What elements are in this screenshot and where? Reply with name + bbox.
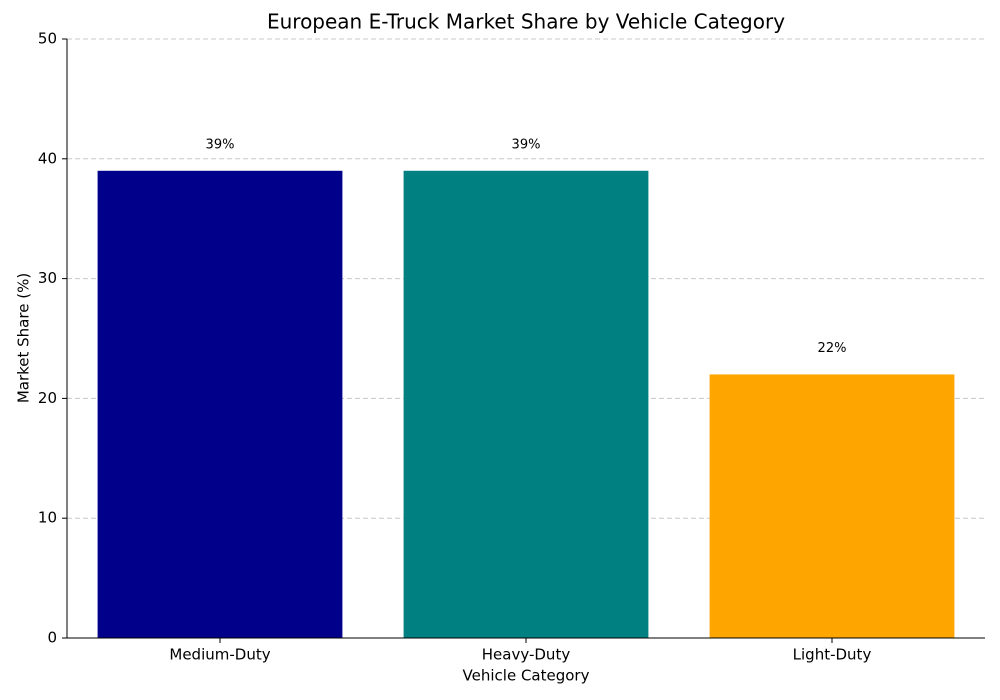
x-axis-label: Vehicle Category: [463, 667, 590, 685]
y-tick-label: 50: [38, 30, 57, 48]
bar: [97, 170, 343, 638]
y-tick-label: 40: [38, 149, 57, 167]
y-axis-label: Market Share (%): [15, 273, 33, 403]
x-tick-label: Heavy-Duty: [482, 646, 571, 664]
value-label: 22%: [818, 341, 847, 356]
bar: [403, 170, 649, 638]
y-tick-label: 20: [38, 389, 57, 407]
y-tick-label: 0: [47, 629, 57, 647]
x-tick-label: Light-Duty: [793, 646, 872, 664]
value-label: 39%: [206, 137, 235, 152]
chart-title: European E-Truck Market Share by Vehicle…: [267, 10, 785, 34]
y-tick-label: 10: [38, 509, 57, 527]
y-tick-label: 30: [38, 269, 57, 287]
value-label: 39%: [512, 137, 541, 152]
bar: [709, 374, 955, 638]
x-tick-label: Medium-Duty: [169, 646, 270, 664]
